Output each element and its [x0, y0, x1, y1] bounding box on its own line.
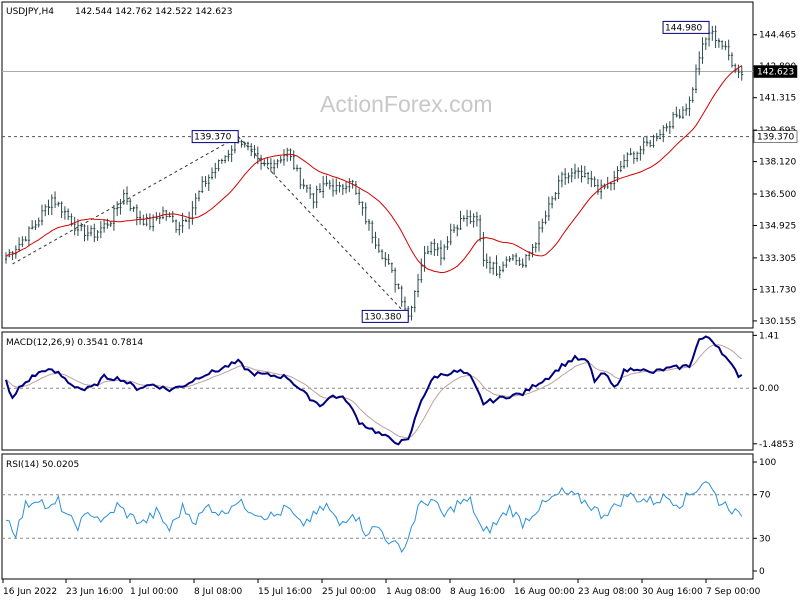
x-axis-label: 16 Jun 2022 — [3, 587, 57, 597]
macd-title: MACD(12,26,9) 0.3541 0.7814 — [6, 338, 143, 348]
price-annotation-label: 130.380 — [364, 312, 401, 322]
chart-symbol-label: USDJPY,H4 — [6, 7, 54, 17]
price-annotation-label: 139.370 — [194, 133, 231, 143]
price-axis-label: 130.155 — [759, 317, 796, 327]
macd-line — [5, 335, 743, 446]
price-axis-marker-box — [753, 65, 798, 78]
x-axis-label: 23 Aug 08:00 — [578, 587, 639, 597]
price-panel[interactable] — [1, 1, 754, 329]
rsi-axis-label: 30 — [759, 534, 771, 544]
rsi-panel[interactable] — [1, 453, 754, 580]
price-axis-label: 141.315 — [759, 94, 796, 104]
chart-ohlc-values: 142.544 142.762 142.522 142.623 — [75, 7, 232, 17]
rsi-axis-label: 100 — [759, 458, 776, 468]
x-axis-label: 8 Aug 16:00 — [450, 587, 505, 597]
price-annotation-box — [191, 130, 239, 144]
macd-signal-line — [5, 344, 743, 439]
price-annotation-box — [662, 20, 710, 34]
macd-axis-label: -1.4853 — [759, 440, 794, 450]
x-axis-label: 16 Aug 00:00 — [514, 587, 575, 597]
price-annotation-label: 144.980 — [665, 23, 702, 33]
price-axis-marker-label: 139.370 — [757, 133, 794, 143]
price-annotation-box — [361, 309, 409, 323]
macd-axis-label: 0.00 — [759, 384, 779, 394]
x-axis-label: 25 Jul 00:00 — [322, 587, 376, 597]
price-axis-label: 138.120 — [759, 158, 796, 168]
x-axis-label: 30 Aug 16:00 — [642, 587, 703, 597]
price-axis-label: 131.730 — [759, 285, 796, 295]
x-axis-label: 1 Jul 00:00 — [130, 587, 179, 597]
moving-average-line — [5, 65, 743, 274]
rsi-axis-label: 70 — [759, 491, 771, 501]
x-axis-label: 15 Jul 16:00 — [258, 587, 312, 597]
x-axis-label: 8 Jul 08:00 — [194, 587, 243, 597]
macd-axis-label: 1.41 — [759, 331, 779, 341]
price-axis-label: 144.465 — [759, 31, 796, 41]
rsi-line — [5, 481, 743, 553]
rsi-title: RSI(14) 50.0205 — [6, 460, 79, 470]
x-axis-label: 23 Jun 16:00 — [66, 587, 123, 597]
x-axis-label: 7 Sep 00:00 — [706, 587, 761, 597]
x-axis-label: 1 Aug 08:00 — [386, 587, 441, 597]
price-axis-label: 134.925 — [759, 222, 796, 232]
trend-line[interactable] — [12, 136, 239, 265]
watermark-text: ActionForex.com — [320, 91, 493, 117]
rsi-axis-label: 0 — [759, 567, 765, 577]
price-axis-label: 133.305 — [759, 254, 796, 264]
price-axis-label: 136.500 — [759, 190, 796, 200]
price-axis-marker-box — [753, 130, 798, 143]
macd-panel[interactable] — [1, 331, 754, 451]
trend-line[interactable] — [237, 136, 409, 317]
price-axis-marker-label: 142.623 — [757, 68, 794, 78]
